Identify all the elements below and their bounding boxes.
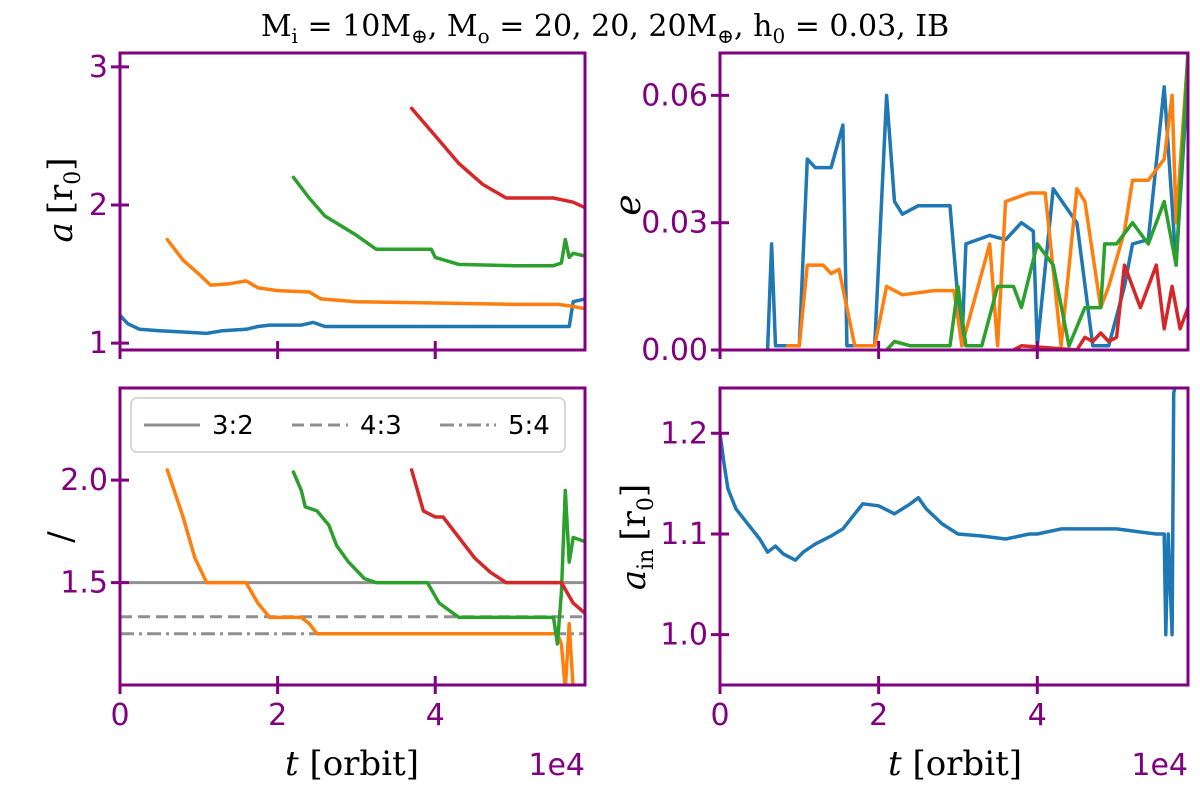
- y-tick-label: 1.5: [60, 566, 108, 601]
- x-tick-label: 2: [869, 698, 888, 733]
- y-tick-label: 0.00: [641, 333, 708, 368]
- series-blue: [120, 297, 585, 336]
- series-green: [884, 53, 1188, 350]
- legend-label-5-4: 5:4: [508, 411, 550, 441]
- y-tick-label: 0.03: [641, 206, 708, 241]
- series-red: [409, 106, 585, 210]
- x-tick-label: 0: [110, 698, 129, 733]
- legend-label-3-2: 3:2: [212, 411, 254, 441]
- ylabel-a: a[r0]: [41, 157, 86, 242]
- series-red: [409, 468, 585, 616]
- panel-semi-major-axis: 1 2 3: [89, 50, 587, 361]
- ylabel-period-ratio: /: [41, 531, 81, 543]
- series-green: [291, 175, 585, 268]
- x-tick-label: 4: [1028, 698, 1047, 733]
- legend-label-4-3: 4:3: [360, 411, 402, 441]
- y-tick-label: 3: [89, 50, 108, 85]
- series-orange: [165, 468, 575, 685]
- x-tick-label: 2: [268, 698, 287, 733]
- series-blue: [765, 72, 1188, 350]
- y-tick-label: 1.2: [660, 416, 708, 451]
- ylabel-a-in: ain[r0]: [614, 484, 659, 590]
- xlabel-left: t [orbit]: [285, 744, 419, 784]
- ylabel-e: e: [608, 194, 649, 215]
- series-orange: [785, 53, 1188, 348]
- series-orange: [165, 237, 585, 311]
- y-tick-label: 1: [89, 326, 108, 361]
- series-blue: [720, 388, 1177, 637]
- series-red: [1011, 263, 1188, 350]
- y-tick-label: 1.1: [660, 517, 708, 552]
- legend: 3:2 4:3 5:4: [130, 397, 566, 453]
- y-tick-label: 0.06: [641, 78, 708, 113]
- y-tick-label: 1.0: [660, 618, 708, 653]
- figure-title: Mi = 10M⊕, Mo = 20, 20, 20M⊕, h0 = 0.03,…: [261, 9, 949, 48]
- y-tick-label: 2: [89, 188, 108, 223]
- x-tick-label: 4: [426, 698, 445, 733]
- x-multiplier-right: 1e4: [1131, 748, 1188, 783]
- axes-frame: [718, 51, 1190, 352]
- axes-frame: [118, 386, 587, 687]
- xlabel-right: t [orbit]: [888, 744, 1022, 784]
- panel-period-ratio: 0 2 4 1.5 2.0: [60, 386, 587, 733]
- y-tick-label: 2.0: [60, 463, 108, 498]
- axes-frame: [718, 386, 1190, 687]
- panel-eccentricity: 0.00 0.03 0.06: [641, 51, 1190, 368]
- x-tick-label: 0: [710, 698, 729, 733]
- panel-inner-semi-major-axis: 0 2 4 1.0 1.1 1.2: [660, 386, 1190, 733]
- x-multiplier-left: 1e4: [528, 748, 585, 783]
- series-green: [291, 470, 585, 646]
- axes-frame: [118, 51, 587, 352]
